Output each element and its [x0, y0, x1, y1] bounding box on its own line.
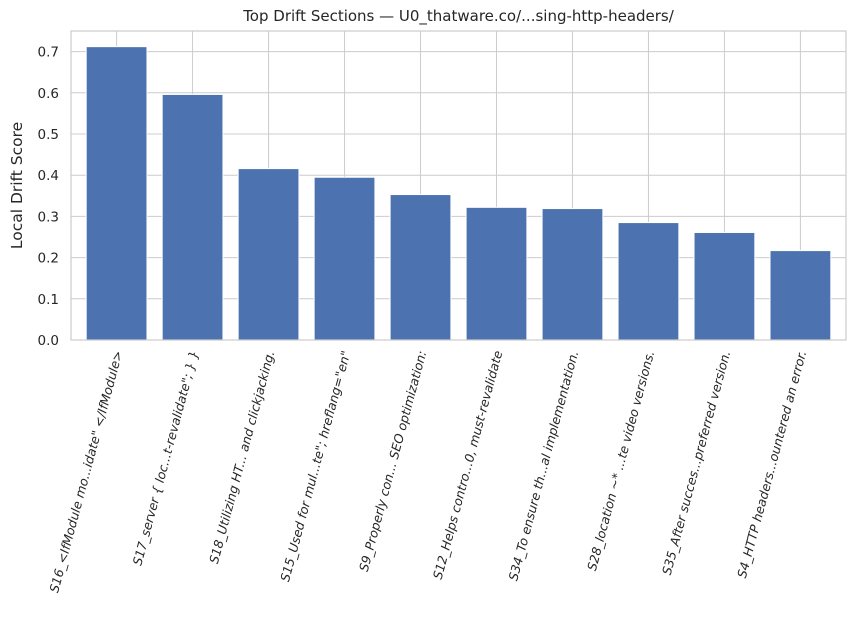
bar [541, 208, 604, 341]
y-tick-label: 0.5 [38, 127, 59, 143]
bar [617, 222, 680, 341]
bars [85, 46, 832, 341]
chart-title: Top Drift Sections — U0_thatware.co/...s… [242, 7, 675, 26]
bar [85, 46, 148, 341]
x-tick-label: S9_Properly con... SEO optimization: [356, 349, 430, 573]
x-tick-label: S16_<IfModule mo...idate" </IfModule> [46, 349, 125, 594]
x-axis-ticks: S16_<IfModule mo...idate" </IfModule> S17… [46, 349, 809, 595]
y-axis-ticks: 0.0 0.1 0.2 0.3 0.4 0.5 0.6 0.7 [38, 45, 59, 349]
bar [313, 176, 376, 341]
y-tick-label: 0.2 [38, 251, 59, 267]
x-tick-label: S34_To ensure th...al implementation. [505, 349, 581, 582]
x-tick-label: S18_Utilizing HT... and clickjacking. [206, 349, 277, 565]
bar [693, 231, 756, 341]
x-tick-label: S12_Helps contro...0, must-revalidate [430, 349, 506, 581]
bar [237, 168, 300, 341]
y-axis-label: Local Drift Score [8, 122, 26, 249]
x-tick-label: S35_After succes...preferred version. [659, 349, 733, 577]
x-tick-label: S17_server { loc...t-revalidate"; } } [130, 349, 202, 567]
y-tick-label: 0.3 [38, 209, 59, 225]
y-tick-label: 0.4 [38, 168, 59, 184]
y-tick-label: 0.0 [38, 333, 59, 349]
y-tick-label: 0.6 [38, 86, 59, 102]
y-tick-label: 0.1 [38, 292, 59, 308]
x-tick-label: S28_location ~* ...te video versions. [584, 349, 657, 572]
plot-area-frame [70, 30, 847, 341]
y-tick-label: 0.7 [38, 45, 59, 61]
bar [161, 93, 224, 341]
x-tick-label: S4_HTTP headers...ountered an error. [734, 349, 809, 580]
x-tick-label: S15_Used for mul...te"; hreflang="en" [277, 349, 353, 583]
bar [769, 250, 832, 341]
bar [389, 194, 452, 341]
bar [465, 206, 528, 341]
